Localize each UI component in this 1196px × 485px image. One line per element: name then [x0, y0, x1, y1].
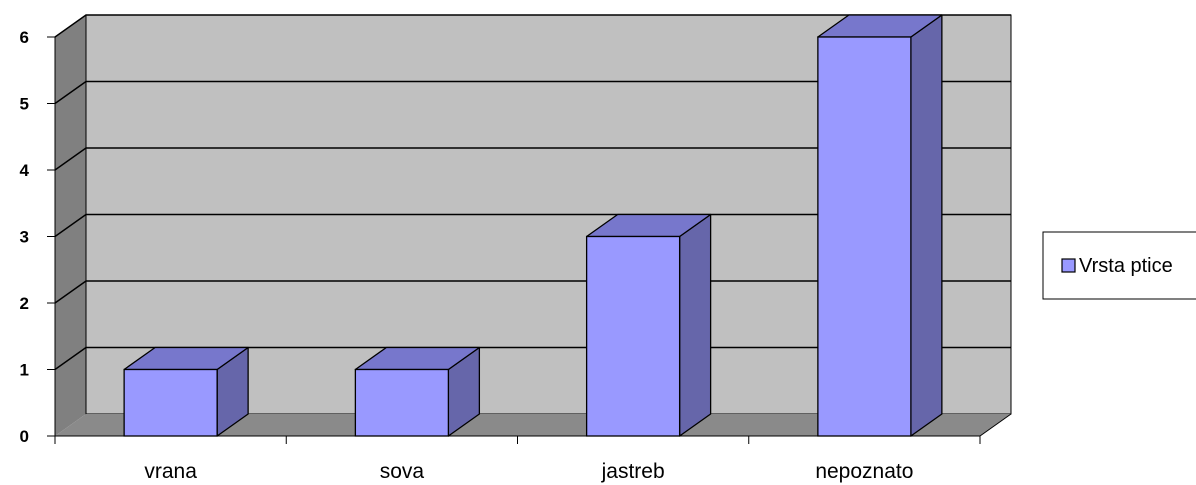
y-tick-label: 6 [20, 28, 29, 47]
gridline [54, 80, 1011, 105]
bar [585, 213, 712, 437]
y-tick-label: 5 [20, 95, 29, 114]
bar-front [585, 235, 681, 437]
legend-swatch [1061, 258, 1076, 273]
bar-side [910, 14, 943, 437]
x-tick-label: jastreb [601, 460, 665, 483]
y-axis-tick-labels: 0 1 2 3 4 5 6 [20, 28, 30, 446]
x-tick-label: sova [380, 460, 425, 483]
y-tick-label: 1 [20, 361, 29, 380]
bars [123, 14, 943, 437]
bar-front [354, 368, 450, 437]
x-tick-label: vrana [144, 460, 197, 483]
legend: Vrsta ptice [1042, 231, 1196, 300]
legend-label: Vrsta ptice [1079, 255, 1173, 277]
bar-side [678, 213, 712, 437]
bar [354, 346, 481, 437]
gridline [54, 147, 1011, 171]
bar-front [817, 36, 912, 437]
bar [123, 346, 249, 437]
y-tick-label: 2 [20, 294, 29, 313]
y-tick-label: 0 [20, 427, 29, 446]
x-axis-tick-labels: vrana sova jastreb nepoznato [144, 460, 913, 483]
y-tick-label: 4 [20, 161, 30, 180]
bar-front [123, 368, 218, 437]
bar [817, 14, 943, 437]
x-tick-label: nepoznato [815, 460, 913, 483]
y-tick-label: 3 [20, 228, 29, 247]
floor-edge [979, 413, 1012, 437]
gridline [54, 14, 1011, 38]
chart-floor [55, 414, 1011, 436]
